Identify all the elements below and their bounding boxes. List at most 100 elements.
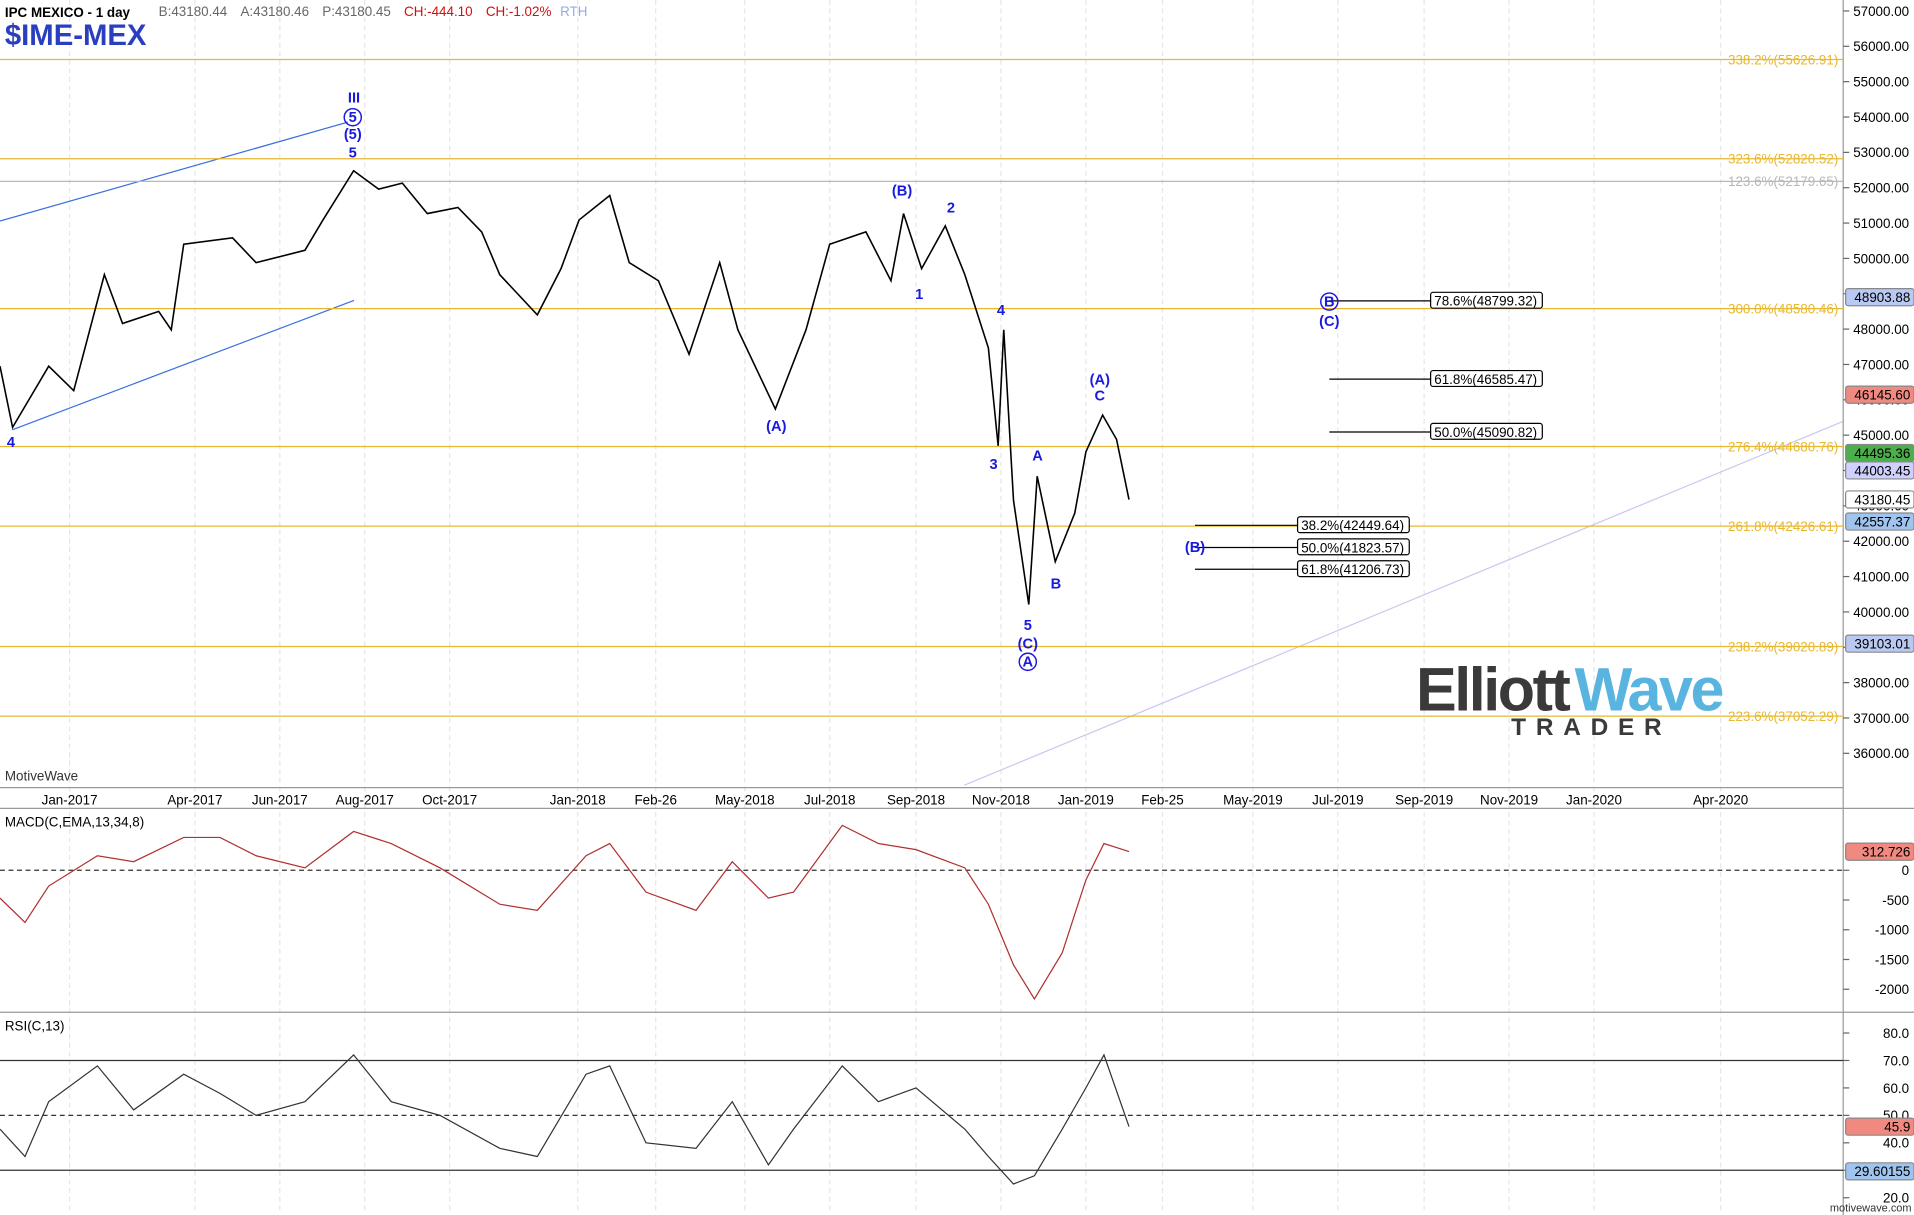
y-tick-label: 52000.00: [1853, 181, 1909, 196]
price-marker-label: 29.60155: [1854, 1164, 1910, 1179]
x-tick-label: Feb-26: [634, 793, 676, 808]
wave-circle: [1320, 292, 1339, 311]
wave-circle: [343, 107, 363, 127]
wave-label: 4: [7, 435, 16, 451]
projection-box: [1296, 538, 1410, 556]
x-tick-label: Jan-2017: [42, 793, 98, 808]
price-marker: [1845, 461, 1914, 480]
wave-label: 5: [1024, 618, 1032, 634]
x-tick-label: Sep-2018: [887, 793, 945, 808]
wave-label: A: [1023, 655, 1034, 671]
fib-label: 223.6%(37052.29): [1728, 709, 1838, 724]
y-tick-label: -1500: [1875, 952, 1909, 967]
price-marker: [1845, 385, 1914, 404]
chart-title: IPC MEXICO - 1 day: [5, 5, 131, 20]
price-marker-label: 48903.88: [1854, 290, 1910, 305]
fib-label: 238.2%(39020.89): [1728, 639, 1838, 654]
price-marker-label: 43180.45: [1854, 492, 1910, 507]
projection-label: 38.2%(42449.64): [1301, 518, 1404, 533]
projection-box: [1296, 516, 1410, 534]
x-tick-label: Feb-25: [1141, 793, 1183, 808]
x-tick-label: Jul-2019: [1312, 793, 1363, 808]
footer: motivewave.com: [1830, 1202, 1912, 1214]
x-tick-label: Aug-2017: [336, 793, 394, 808]
price-marker-label: 42557.37: [1854, 514, 1910, 529]
price-marker: [1845, 490, 1914, 509]
wave-label: (C): [1018, 636, 1038, 652]
header-stat: A:43180.46: [240, 4, 309, 19]
y-tick-label: 0: [1902, 863, 1909, 878]
series-line: [0, 1053, 1130, 1185]
series-line: [0, 824, 1130, 1001]
y-tick-label: 37000.00: [1853, 711, 1909, 726]
fib-label: 123.6%(52179.65): [1728, 174, 1838, 189]
projection-label: 61.8%(46585.47): [1434, 372, 1537, 387]
wave-circle: [1018, 652, 1038, 672]
trend-line: [0, 121, 349, 222]
price-marker-label: 39103.01: [1854, 637, 1910, 652]
wave-label: III: [348, 91, 360, 107]
x-tick-label: May-2019: [1223, 793, 1283, 808]
y-tick-label: 55000.00: [1853, 75, 1909, 90]
projection-label: 50.0%(41823.57): [1301, 540, 1404, 555]
grid-layer: [68, 0, 1722, 1213]
wave-label: 3: [990, 457, 998, 473]
price-marker-label: 46145.60: [1854, 388, 1910, 403]
logo-text: Elliott: [1416, 656, 1571, 724]
y-tick-label: 41000.00: [1853, 569, 1909, 584]
price-marker-label: 45.9: [1884, 1120, 1910, 1135]
y-tick-label: 40.0: [1883, 1136, 1909, 1151]
price-marker: [1845, 842, 1914, 861]
x-tick-label: Nov-2018: [972, 793, 1030, 808]
fib-label: 300.0%(48580.46): [1728, 301, 1838, 316]
x-tick-label: Jul-2018: [804, 793, 855, 808]
y-tick-label: 50000.00: [1853, 251, 1909, 266]
y-tick-label: 47000.00: [1853, 357, 1909, 372]
x-tick-label: May-2018: [715, 793, 775, 808]
y-tick-label: 56000.00: [1853, 39, 1909, 54]
projection-box: [1430, 369, 1543, 388]
projection-label: 50.0%(45090.82): [1434, 425, 1537, 440]
projection-label: 61.8%(41206.73): [1301, 562, 1404, 577]
header-stat: B:43180.44: [159, 4, 228, 19]
y-tick-label: 48000.00: [1853, 322, 1909, 337]
price-marker: [1845, 1162, 1914, 1181]
header-stat: CH:-1.02%: [486, 4, 552, 19]
header-stat: RTH: [560, 4, 587, 19]
price-marker-label: 44003.45: [1854, 463, 1910, 478]
logo-text: Wave: [1575, 656, 1723, 724]
wave-label: (C): [1319, 314, 1339, 330]
x-tick-label: Nov-2019: [1480, 793, 1538, 808]
price-marker: [1845, 512, 1914, 531]
y-tick-label: 38000.00: [1853, 676, 1909, 691]
x-tick-label: Oct-2017: [422, 793, 477, 808]
y-tick-label: 57000.00: [1853, 4, 1909, 19]
x-tick-label: Apr-2020: [1693, 793, 1748, 808]
y-tick-label: 36000.00: [1853, 746, 1909, 761]
projection-label: 78.6%(48799.32): [1434, 294, 1537, 309]
wave-label: 1: [915, 287, 923, 303]
wave-label: 2: [947, 200, 955, 216]
y-tick-label: 45000.00: [1853, 428, 1909, 443]
panel-title: MACD(C,EMA,13,34,8): [5, 815, 144, 830]
y-tick-label: 70.0: [1883, 1053, 1909, 1068]
price-marker: [1845, 288, 1914, 307]
wave-label: (A): [1090, 373, 1110, 389]
wave-label: 5: [349, 146, 357, 162]
fib-label: 276.4%(44680.76): [1728, 439, 1838, 454]
wave-label: B: [1051, 577, 1062, 593]
y-tick-label: -2000: [1875, 982, 1909, 997]
x-tick-label: Jan-2019: [1058, 793, 1114, 808]
y-tick-label: 54000.00: [1853, 110, 1909, 125]
series-line: [0, 169, 1130, 605]
y-tick-label: -500: [1882, 893, 1909, 908]
y-tick-label: 53000.00: [1853, 145, 1909, 160]
y-tick-label: 60.0: [1883, 1081, 1909, 1096]
wave-label: (A): [766, 419, 786, 435]
wave-label: 4: [997, 303, 1006, 319]
projection-box: [1430, 422, 1543, 440]
header-stat: P:43180.45: [322, 4, 391, 19]
